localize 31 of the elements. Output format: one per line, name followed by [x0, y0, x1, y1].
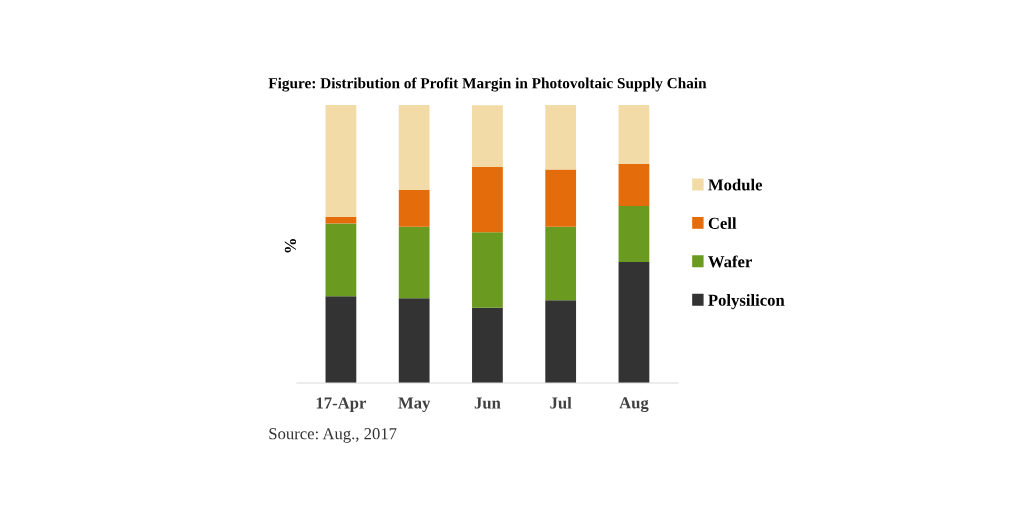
source-note: Source: Aug., 2017: [269, 428, 397, 443]
legend-label: Polysilicon: [708, 294, 785, 310]
x-tick-label: Jun: [474, 397, 501, 409]
bar: [398, 226, 430, 299]
x-tick-label: Jul: [550, 396, 572, 409]
legend-label: Module: [708, 178, 763, 191]
y-axis-title: %: [284, 238, 297, 253]
bar: [472, 307, 503, 383]
bar: [618, 205, 650, 263]
bar: [545, 226, 577, 301]
bar: [472, 166, 503, 233]
bar: [618, 163, 650, 206]
bar: [618, 262, 650, 383]
bar: [472, 105, 503, 167]
bar: [545, 300, 577, 383]
x-tick-label: 17-Apr: [316, 397, 367, 412]
bar: [398, 190, 430, 227]
bar: [545, 105, 577, 170]
legend-label: Wafer: [708, 255, 752, 268]
bar: [325, 223, 357, 297]
bar: [472, 232, 503, 308]
bar: [325, 105, 357, 217]
bar: [618, 105, 650, 164]
legend-label: Cell: [708, 217, 737, 229]
bar: [545, 169, 577, 227]
chart-title: Figure: Distribution of Profit Margin in Photovoltaic Supply Chain: [268, 77, 707, 92]
bar: [325, 296, 357, 383]
x-tick-label: Aug: [619, 397, 649, 412]
bar: [398, 298, 430, 383]
x-tick-label: May: [398, 397, 431, 412]
bar: [398, 105, 430, 191]
